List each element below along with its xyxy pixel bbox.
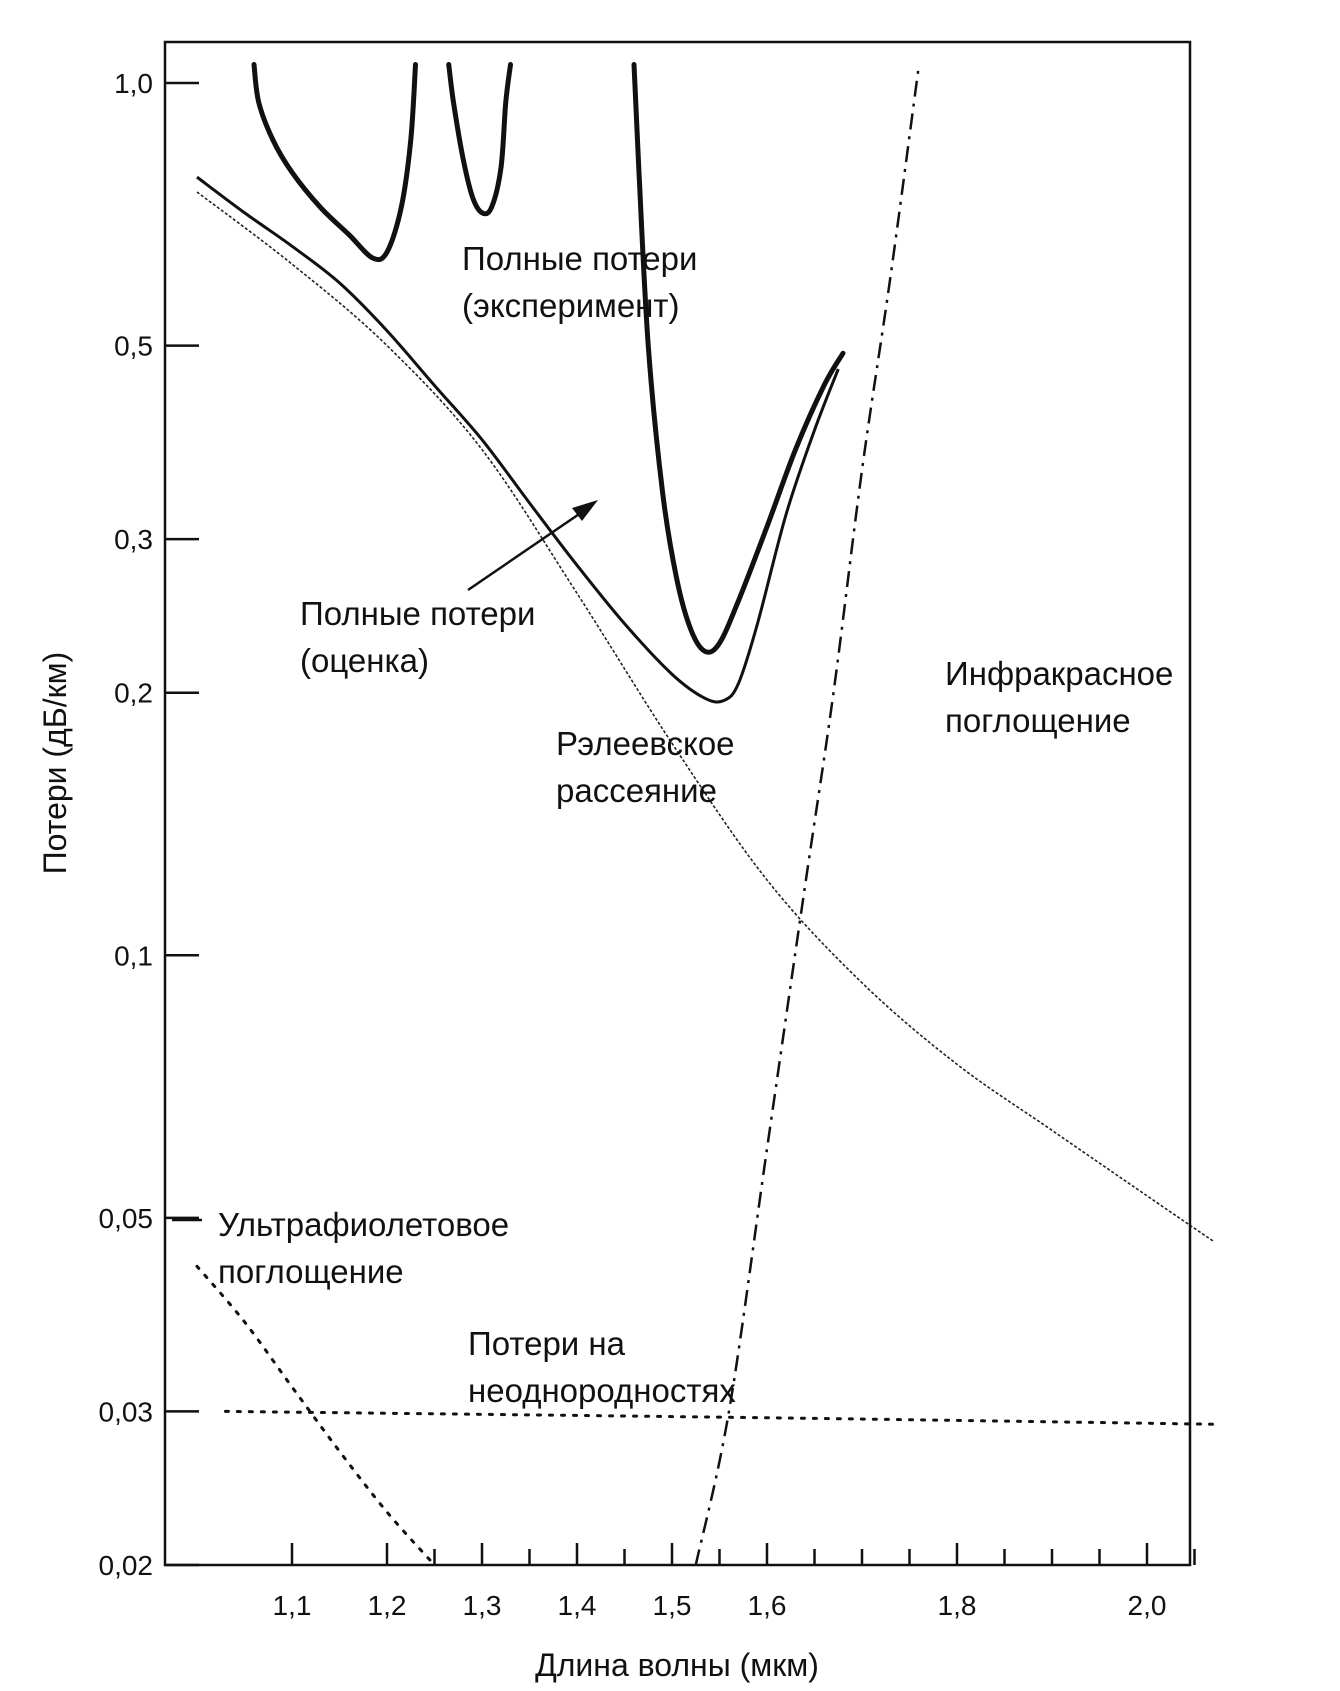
annotation-experiment: Полные потери (эксперимент) [462,240,697,324]
annotation-infrared-line2: поглощение [945,702,1131,739]
y-axis-ticks: 1,0 0,5 0,3 0,2 0,1 0,05 0,03 0,02 [99,68,199,1581]
y-tick-label-1: 0,5 [114,331,153,362]
y-tick-label-3: 0,2 [114,678,153,709]
series-line-4-0 [195,1264,436,1567]
series-layer [195,62,1215,1567]
series-line-2-0 [196,191,1214,1242]
x-tick-label-5: 1,6 [748,1590,787,1621]
annotation-estimate-line2: (оценка) [300,642,429,679]
x-tick-label-2: 1,3 [463,1590,502,1621]
series-line-3-0 [694,64,921,1566]
y-tick-label-7: 0,02 [99,1550,154,1581]
annotation-ultraviolet: Ультрафиолетовое поглощение [218,1206,509,1290]
annotation-rayleigh-line2: рассеяние [556,772,717,809]
annotation-inhomogeneity-line2: неоднородностях [468,1372,736,1409]
x-axis-ticks: 1,1 1,2 1,3 1,4 1,5 1,6 1,8 2,0 [273,1543,1196,1621]
series-line-0-0 [251,62,418,263]
y-tick-label-6: 0,03 [99,1396,154,1427]
plot-frame [163,40,1192,1567]
series-line-0-1 [446,62,513,217]
estimate-pointer-line [467,506,589,592]
annotation-rayleigh: Рэлеевское рассеяние [556,725,735,809]
annotation-estimate-line1: Полные потери [300,595,535,632]
x-tick-label-7: 2,0 [1128,1590,1167,1621]
annotation-inhomogeneity-line1: Потери на [468,1325,626,1362]
y-tick-label-2: 0,3 [114,524,153,555]
annotation-experiment-line1: Полные потери [462,240,697,277]
annotation-experiment-line2: (эксперимент) [462,287,680,324]
series-line-5-0 [224,1409,1215,1426]
series-line-0-2 [631,62,846,655]
series-line-1-0 [196,175,840,704]
estimate-pointer-arrowhead [572,500,598,521]
x-tick-label-4: 1,5 [653,1590,692,1621]
annotation-rayleigh-line1: Рэлеевское [556,725,735,762]
x-tick-label-6: 1,8 [938,1590,977,1621]
x-tick-label-1: 1,2 [368,1590,407,1621]
y-tick-label-4: 0,1 [114,940,153,971]
annotation-inhomogeneity: Потери на неоднородностях [468,1325,736,1409]
x-tick-label-0: 1,1 [273,1590,312,1621]
x-axis-label: Длина волны (мкм) [535,1647,819,1683]
y-tick-label-0: 1,0 [114,68,153,99]
y-tick-label-5: 0,05 [99,1203,154,1234]
annotation-ultraviolet-line2: поглощение [218,1253,404,1290]
annotation-estimate: Полные потери (оценка) [300,595,535,679]
y-axis-label: Потери (дБ/км) [37,652,73,875]
annotation-ultraviolet-line1: Ультрафиолетовое [218,1206,509,1243]
annotation-infrared: Инфракрасное поглощение [945,655,1173,739]
annotation-infrared-line1: Инфракрасное [945,655,1173,692]
x-tick-label-3: 1,4 [558,1590,597,1621]
